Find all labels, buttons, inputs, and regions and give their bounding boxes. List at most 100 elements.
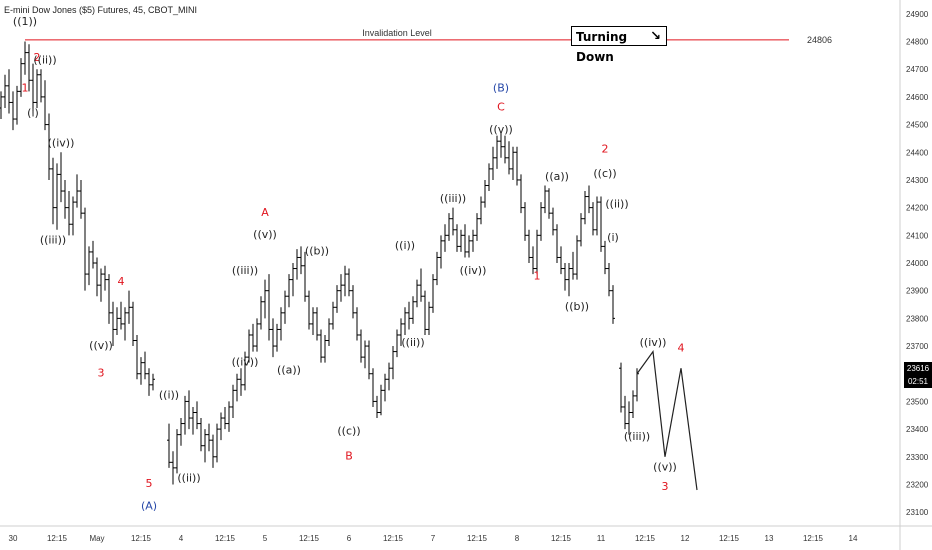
ohlc-bar bbox=[387, 362, 391, 391]
ohlc-bar bbox=[243, 351, 247, 391]
time-tick-label: 12:15 bbox=[467, 534, 488, 543]
wave-label: 4 bbox=[118, 275, 125, 288]
ohlc-bar bbox=[247, 329, 251, 363]
time-tick-label: 12:15 bbox=[719, 534, 740, 543]
time-tick-label: 30 bbox=[9, 534, 18, 543]
ohlc-bar bbox=[355, 307, 359, 341]
ohlc-bar bbox=[343, 265, 347, 297]
ohlc-bar bbox=[335, 285, 339, 313]
ohlc-bar bbox=[215, 423, 219, 463]
ohlc-bar bbox=[415, 279, 419, 308]
ohlc-bar bbox=[131, 301, 135, 347]
ohlc-bar bbox=[7, 69, 11, 114]
wave-label: A bbox=[261, 206, 269, 219]
ohlc-bar bbox=[299, 246, 303, 275]
invalidation-label: Invalidation Level bbox=[362, 28, 432, 38]
wave-label: 3 bbox=[98, 367, 105, 380]
invalidation-level: Invalidation Level 24806 bbox=[25, 28, 832, 45]
ohlc-bar bbox=[307, 290, 311, 330]
ohlc-bar bbox=[227, 401, 231, 432]
time-tick-label: 8 bbox=[515, 534, 520, 543]
time-tick-label: 4 bbox=[179, 534, 184, 543]
wave-label: ((iv)) bbox=[640, 336, 667, 349]
price-tick-label: 24300 bbox=[906, 176, 929, 185]
ohlc-bar bbox=[263, 279, 267, 319]
ohlc-bar bbox=[103, 265, 107, 291]
wave-label: ((v)) bbox=[489, 123, 513, 136]
ohlc-bar bbox=[347, 268, 351, 297]
wave-label: ((b)) bbox=[305, 245, 329, 258]
ohlc-bar bbox=[451, 207, 455, 236]
last-price-tag: 23616 bbox=[904, 362, 932, 376]
ohlc-bar bbox=[531, 246, 535, 275]
ohlc-bar bbox=[139, 357, 143, 385]
time-tick-label: 12:15 bbox=[383, 534, 404, 543]
ohlc-bar bbox=[147, 368, 151, 396]
bar-countdown-tag: 02:51 bbox=[904, 375, 932, 389]
ohlc-bar bbox=[119, 301, 123, 330]
wave-label: ((v)) bbox=[89, 339, 113, 352]
price-bars bbox=[0, 41, 639, 485]
ohlc-bar bbox=[423, 290, 427, 335]
ohlc-bar bbox=[71, 196, 75, 236]
ohlc-bar bbox=[283, 290, 287, 324]
ohlc-bar bbox=[167, 423, 171, 468]
price-tick-label: 23400 bbox=[906, 425, 929, 434]
ohlc-bar bbox=[271, 318, 275, 358]
time-tick-label: 11 bbox=[597, 534, 606, 543]
ohlc-bar bbox=[83, 207, 87, 291]
ohlc-bar bbox=[327, 318, 331, 347]
wave-labels: ((1))2((ii))1(i)((iv))((iii))4((v))3((i)… bbox=[13, 15, 685, 512]
ohlc-bar bbox=[359, 329, 363, 363]
ohlc-bar bbox=[599, 196, 603, 252]
invalidation-value: 24806 bbox=[807, 35, 832, 45]
ohlc-bar bbox=[303, 251, 307, 302]
ohlc-bar bbox=[375, 395, 379, 419]
wave-label: ((b)) bbox=[565, 300, 589, 313]
wave-label: ((i)) bbox=[395, 239, 415, 252]
wave-label: 5 bbox=[146, 477, 153, 490]
wave-label: ((1)) bbox=[13, 15, 37, 28]
wave-label: ((iii)) bbox=[440, 192, 466, 205]
ohlc-bar bbox=[55, 163, 59, 230]
price-tick-label: 24700 bbox=[906, 65, 929, 74]
price-tick-label: 24200 bbox=[906, 204, 929, 213]
ohlc-bar bbox=[435, 251, 439, 286]
ohlc-bar bbox=[571, 251, 575, 280]
ohlc-bar bbox=[519, 174, 523, 214]
ohlc-bar bbox=[171, 451, 175, 485]
price-axis[interactable]: 24900 24800 24700 24600 24500 24400 24300 24200… bbox=[899, 0, 929, 550]
wave-label: 4 bbox=[678, 342, 685, 355]
price-tick-label: 24000 bbox=[906, 259, 929, 268]
wave-label: ((i)) bbox=[159, 389, 179, 402]
wave-label: (i) bbox=[27, 106, 39, 119]
ohlc-bar bbox=[455, 224, 459, 252]
ohlc-bar bbox=[607, 263, 611, 297]
ohlc-bar bbox=[427, 301, 431, 335]
ohlc-bar bbox=[63, 179, 67, 219]
ohlc-bar bbox=[183, 395, 187, 435]
ohlc-bar bbox=[291, 263, 295, 297]
ohlc-bar bbox=[207, 423, 211, 452]
ohlc-bar bbox=[463, 224, 467, 258]
ohlc-bar bbox=[535, 229, 539, 275]
ohlc-bar bbox=[559, 246, 563, 275]
time-axis[interactable]: 30 12:15 May 12:15 4 12:15 5 12:15 6 12:15 7 12:15 8… bbox=[0, 525, 932, 543]
ohlc-bar bbox=[267, 274, 271, 341]
wave-label: 1 bbox=[22, 81, 29, 94]
ohlc-bar bbox=[595, 196, 599, 236]
ohlc-bar bbox=[27, 44, 31, 92]
ohlc-bar bbox=[143, 351, 147, 380]
ohlc-bar bbox=[507, 141, 511, 175]
ohlc-bar bbox=[99, 268, 103, 302]
ohlc-bar bbox=[623, 395, 627, 430]
ohlc-bar bbox=[443, 224, 447, 252]
wave-label: (i) bbox=[607, 231, 619, 244]
ohlc-bar bbox=[295, 249, 299, 280]
wave-label: ((iii)) bbox=[232, 264, 258, 277]
ohlc-bar bbox=[219, 412, 223, 441]
wave-label: (B) bbox=[493, 81, 509, 94]
price-tick-label: 24800 bbox=[906, 38, 929, 47]
ohlc-bar bbox=[403, 307, 407, 335]
